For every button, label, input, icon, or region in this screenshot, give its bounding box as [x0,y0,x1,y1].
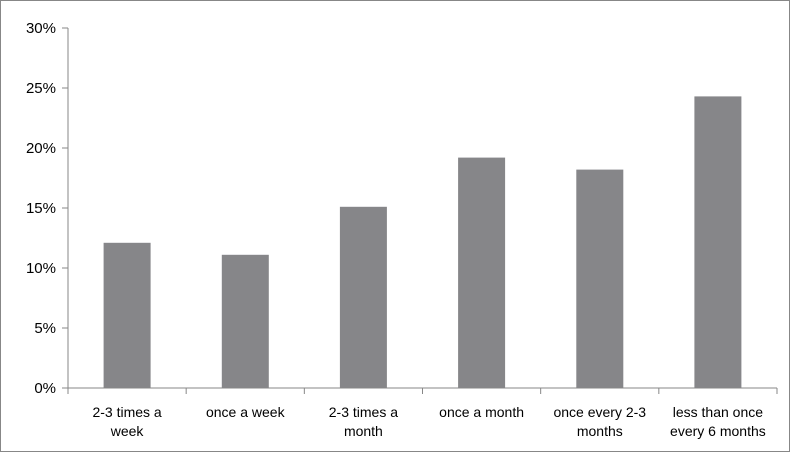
y-tick-label: 10% [26,260,56,277]
x-category-label: once a week [206,404,286,420]
x-category-label: less than once [673,404,763,420]
y-tick-label: 20% [26,140,56,157]
bar [458,158,505,388]
bar [340,207,387,388]
x-category-label: once a month [439,404,524,420]
x-category-label: every 6 months [670,423,766,439]
y-tick-label: 15% [26,200,56,217]
bar [576,170,623,388]
y-tick-label: 30% [26,20,56,37]
bar [694,96,741,388]
x-category-label: once every 2-3 [553,404,646,420]
x-category-label: 2-3 times a [92,404,161,420]
x-category-label: month [344,423,383,439]
x-category-label: months [577,423,623,439]
y-tick-label: 25% [26,80,56,97]
y-tick-label: 0% [34,380,56,397]
bar [222,255,269,388]
bar [104,243,151,388]
y-tick-label: 5% [34,320,56,337]
x-category-label: 2-3 times a [329,404,398,420]
x-category-label: week [110,423,145,439]
